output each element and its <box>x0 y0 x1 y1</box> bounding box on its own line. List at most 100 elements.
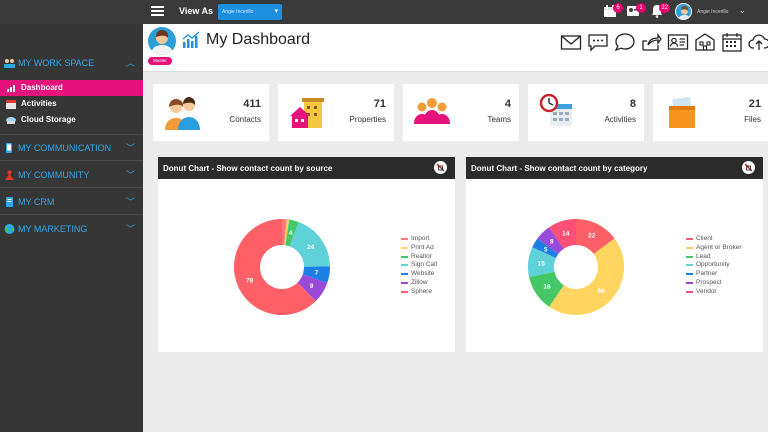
chevron-down-icon[interactable]: ﹀ <box>125 143 135 153</box>
donut-slice[interactable] <box>297 274 328 302</box>
sidebar-section-community[interactable]: MY COMMUNITY ﹀ <box>0 163 143 187</box>
legend-swatch <box>401 281 408 284</box>
slice-value-label: 8 <box>550 239 554 246</box>
slice-value-label: 78 <box>246 277 254 284</box>
activities-icon <box>539 94 572 126</box>
user-avatar[interactable] <box>675 3 692 20</box>
page-header: Master My Dashboard <box>143 24 768 72</box>
divider <box>0 160 143 161</box>
legend-label: Partner <box>696 270 718 278</box>
legend-swatch <box>401 238 408 240</box>
contact-card-icon[interactable] <box>667 32 689 52</box>
slice-value-label: 9 <box>310 283 314 290</box>
chevron-down-icon[interactable]: ﹀ <box>125 170 135 180</box>
donut-slice[interactable] <box>549 238 624 315</box>
donut-slice[interactable] <box>284 219 290 246</box>
calendar-icon[interactable] <box>721 32 743 52</box>
legend-item[interactable]: Realtor <box>401 253 437 262</box>
stat-label: Contacts <box>229 115 261 124</box>
sidebar-item-activities[interactable]: Activities <box>0 96 143 112</box>
chevron-down-icon[interactable]: ⌄ <box>739 6 746 15</box>
stat-card-teams[interactable]: 4 Teams <box>403 84 519 141</box>
legend-label: Agent or Broker <box>696 243 742 251</box>
stat-label: Properties <box>349 115 386 124</box>
donut-slice[interactable] <box>289 221 330 267</box>
sidebar-item-cloud-storage[interactable]: Cloud Storage <box>0 112 143 128</box>
building-icon[interactable] <box>694 32 716 52</box>
legend-label: Sphere <box>411 287 432 295</box>
cloud-upload-icon[interactable] <box>748 32 768 52</box>
legend-item[interactable]: Print Ad <box>401 244 437 253</box>
view-as-label: View As <box>179 6 214 16</box>
contact-card-icon[interactable]: 1 <box>626 3 646 18</box>
calendar-notification-icon[interactable]: 6 <box>603 3 623 18</box>
chart-panel-source: Donut Chart - Show contact count by sour… <box>158 157 455 352</box>
legend-item[interactable]: Website <box>401 270 437 279</box>
close-chart-icon[interactable] <box>742 161 755 174</box>
slice-value-label: 5 <box>544 246 548 253</box>
teams-icon <box>414 98 450 124</box>
stat-value: 71 <box>373 98 386 110</box>
legend-item[interactable]: Client <box>686 235 742 244</box>
stat-label: Files <box>744 115 761 124</box>
top-bar: View As Angie Incerillo 6 1 22 Angie Inc… <box>0 0 768 24</box>
profile-avatar[interactable] <box>148 27 176 55</box>
legend-item[interactable]: Sphere <box>401 288 437 297</box>
chevron-down-icon[interactable]: ﹀ <box>125 197 135 207</box>
donut-slice[interactable] <box>302 266 330 283</box>
chevron-up-icon[interactable]: ︿ <box>125 58 135 68</box>
legend-label: Website <box>411 270 435 278</box>
view-as-select[interactable]: Angie Incerillo <box>218 4 282 20</box>
legend-item[interactable]: Zillow <box>401 279 437 288</box>
donut-slice[interactable] <box>234 219 316 315</box>
slice-value-label: 4 <box>289 230 293 237</box>
sidebar-section-work-space[interactable]: MY WORK SPACE ︿ <box>0 51 143 75</box>
donut-slice[interactable] <box>528 247 556 278</box>
divider <box>0 187 143 188</box>
community-icon <box>5 170 14 180</box>
workspace-icon <box>4 59 15 68</box>
page-title: My Dashboard <box>206 31 311 48</box>
chevron-down-icon[interactable]: ﹀ <box>125 224 135 234</box>
legend-item[interactable]: Sign Call <box>401 261 437 270</box>
legend-item[interactable]: Opportunity <box>686 261 742 270</box>
globe-icon <box>4 224 15 234</box>
donut-slice[interactable] <box>549 219 576 249</box>
legend-item[interactable]: Lead <box>686 253 742 262</box>
stat-card-contacts[interactable]: 411 Contacts <box>153 84 269 141</box>
donut-slice[interactable] <box>532 238 559 258</box>
slice-value-label: 18 <box>543 284 551 291</box>
notification-badge: 22 <box>659 3 670 13</box>
bell-icon[interactable]: 22 <box>650 3 670 18</box>
stat-value: 21 <box>748 98 761 110</box>
donut-slice[interactable] <box>282 219 287 246</box>
legend-swatch <box>401 273 408 276</box>
sms-icon[interactable] <box>587 32 609 52</box>
files-icon <box>669 96 695 128</box>
legend-item[interactable]: Partner <box>686 270 742 279</box>
stat-card-activities[interactable]: 8 Activities <box>528 84 644 141</box>
sidebar-item-dashboard[interactable]: Dashboard <box>0 80 143 96</box>
sidebar-section-communication[interactable]: MY COMMUNICATION ﹀ <box>0 136 143 160</box>
donut-slice[interactable] <box>576 219 615 254</box>
donut-slice[interactable] <box>529 271 564 307</box>
legend-label: Lead <box>696 252 711 260</box>
menu-icon[interactable] <box>151 6 164 17</box>
chat-icon[interactable] <box>614 32 636 52</box>
sidebar-section-marketing[interactable]: MY MARKETING ﹀ <box>0 217 143 241</box>
legend-item[interactable]: Vendor <box>686 288 742 297</box>
legend-item[interactable]: Import <box>401 235 437 244</box>
mail-icon[interactable] <box>560 32 582 52</box>
stat-card-files[interactable]: 21 Files <box>653 84 768 141</box>
donut-slice[interactable] <box>537 227 564 254</box>
stat-card-properties[interactable]: 71 Properties <box>278 84 394 141</box>
slice-value-label: 15 <box>538 260 546 267</box>
legend-item[interactable]: Agent or Broker <box>686 244 742 253</box>
donut-slice[interactable] <box>285 219 299 247</box>
legend-item[interactable]: Prospect <box>686 279 742 288</box>
close-chart-icon[interactable] <box>434 161 447 174</box>
user-name[interactable]: Angie Incerillo <box>697 9 729 15</box>
sidebar-section-crm[interactable]: MY CRM ﹀ <box>0 190 143 214</box>
share-icon[interactable] <box>640 32 662 52</box>
legend-swatch <box>686 255 693 258</box>
